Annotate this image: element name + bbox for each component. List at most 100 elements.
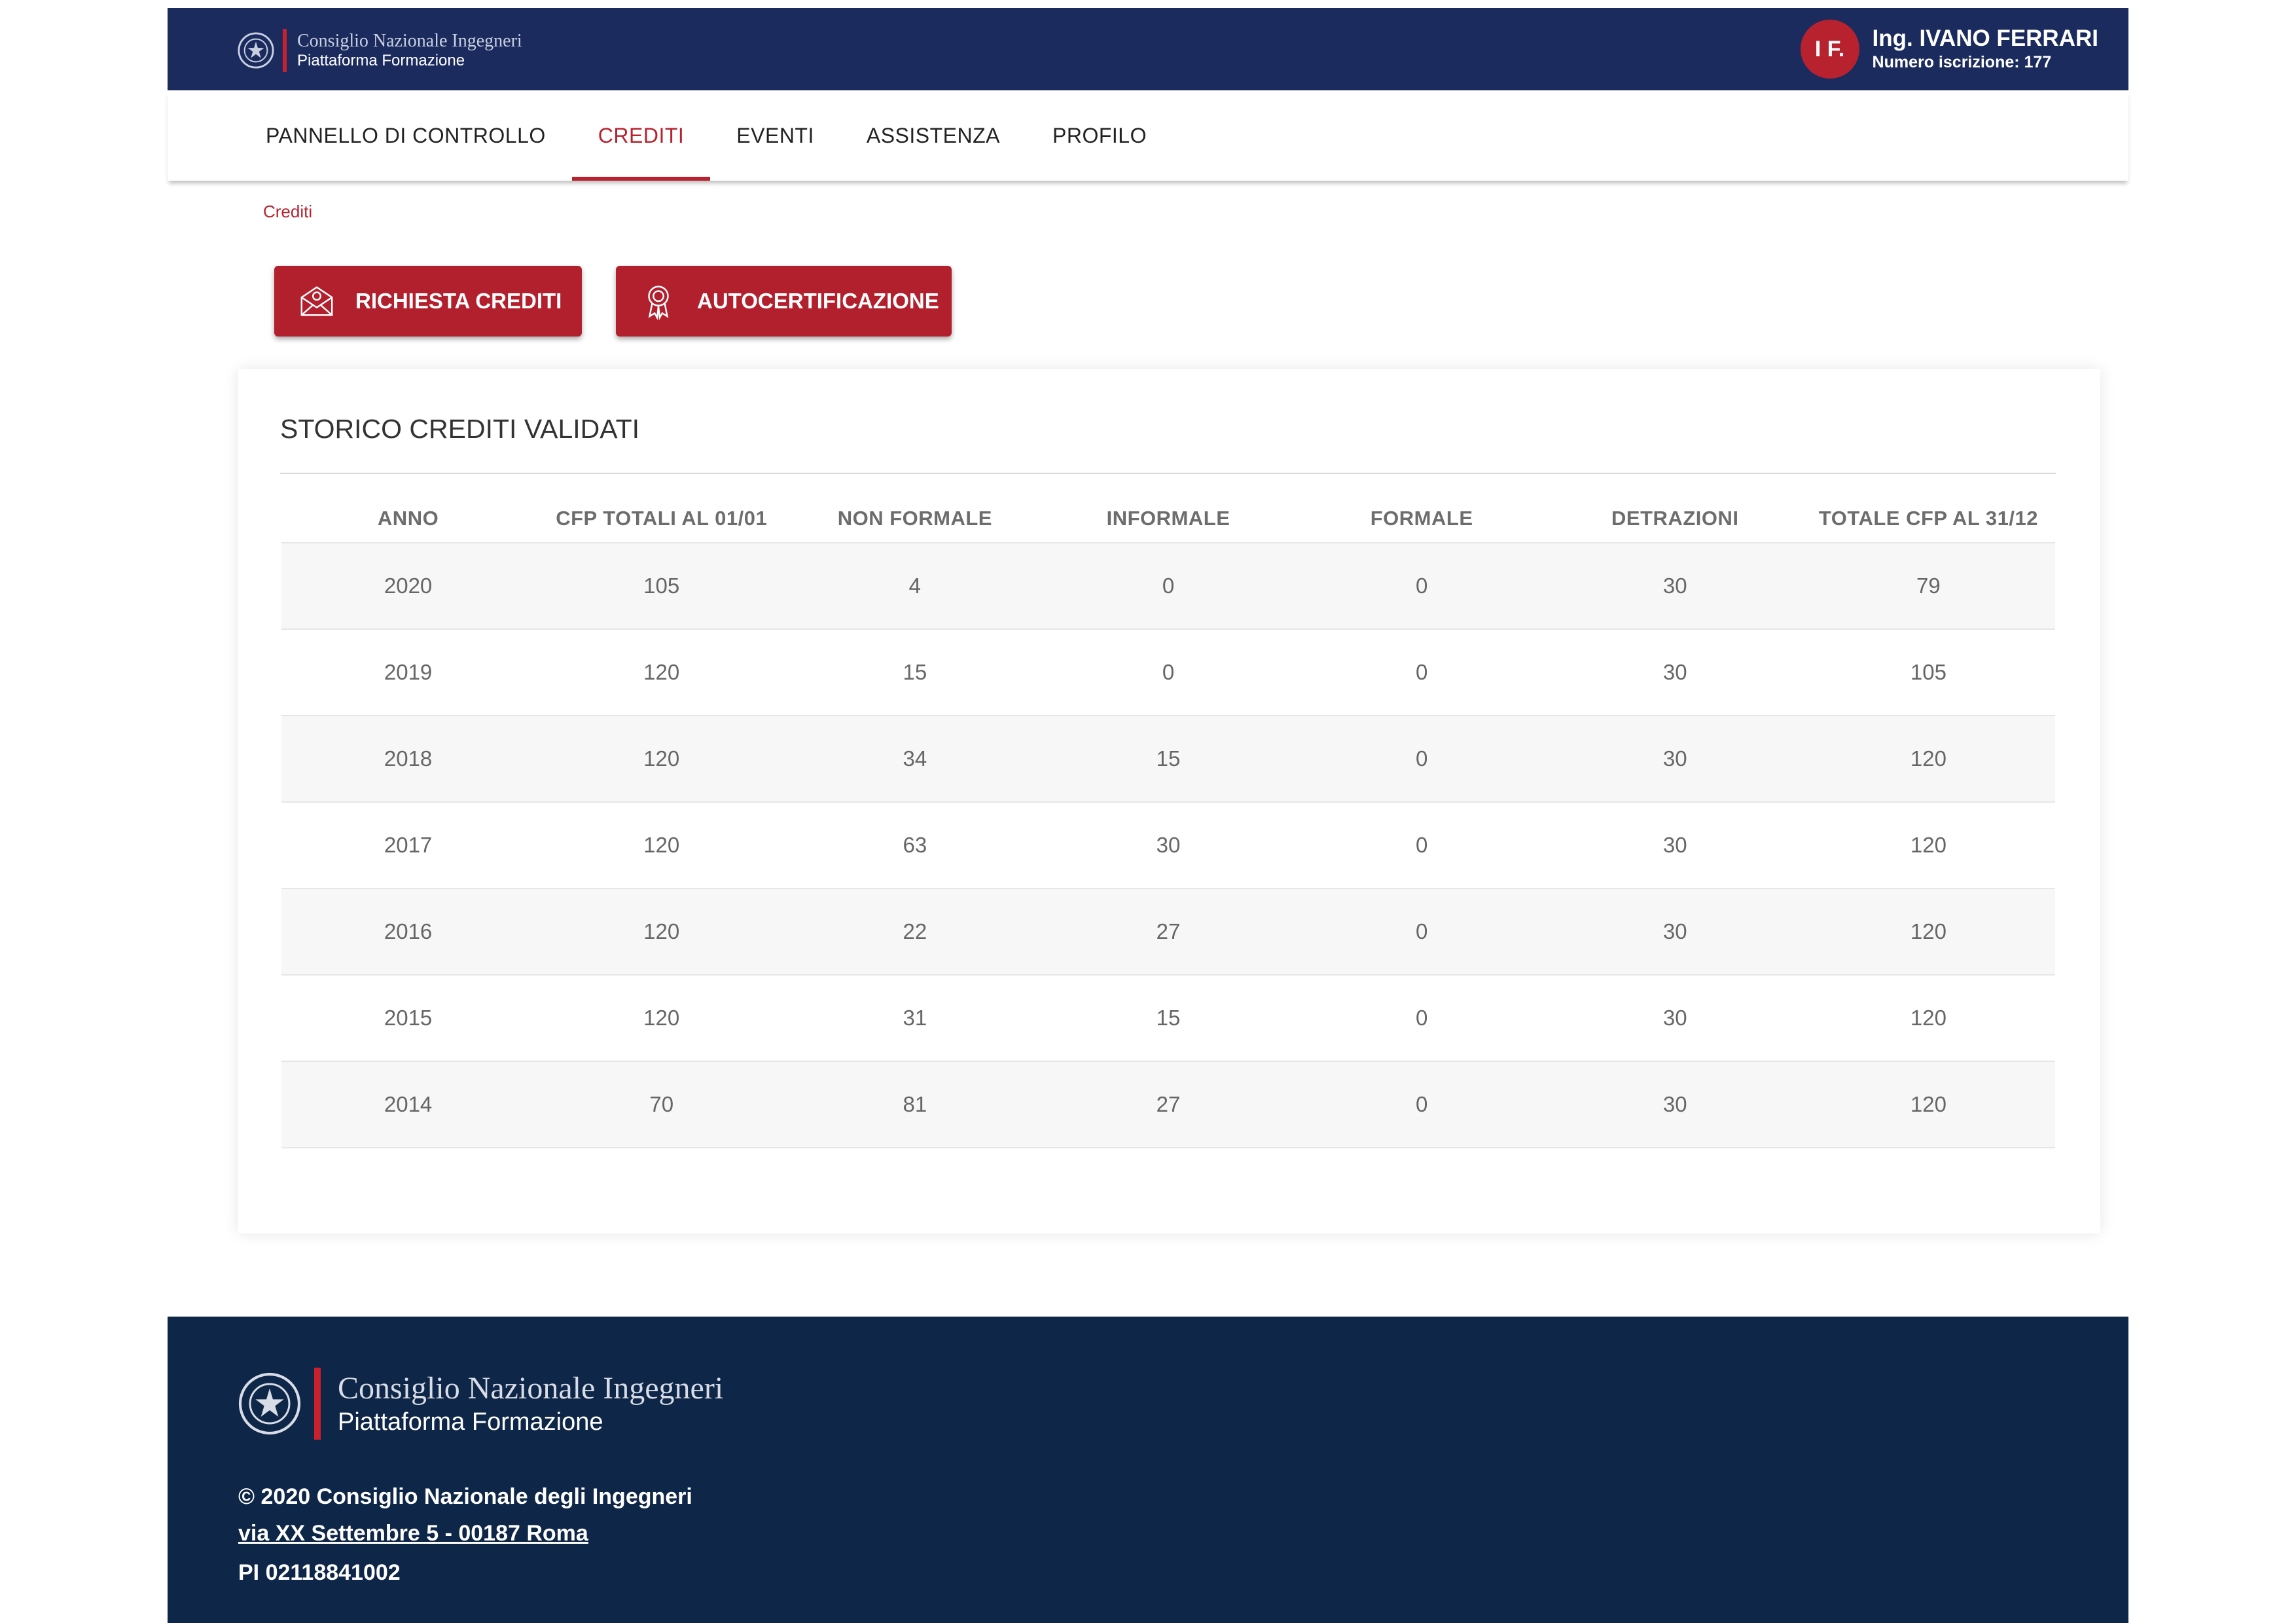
table-cell: 30	[1662, 574, 1687, 598]
table-cell: 2017	[384, 833, 433, 857]
table-cell: 120	[643, 919, 680, 943]
page: Consiglio Nazionale Ingegneri Piattaform…	[168, 8, 2128, 1623]
table-row: 2020 105 4 0 0 30 79	[281, 543, 2055, 630]
column-header: CFP TOTALI AL 01/01	[556, 507, 768, 530]
table-cell: 31	[903, 1006, 927, 1030]
table-cell: 30	[1662, 833, 1687, 857]
table-cell: 120	[643, 746, 680, 771]
table-cell: 2018	[384, 746, 433, 771]
avatar[interactable]: I F.	[1800, 20, 1859, 79]
table-cell: 4	[908, 574, 922, 598]
table-cell: 30	[1662, 1092, 1687, 1116]
table-cell: 2020	[384, 574, 433, 598]
breadcrumb[interactable]: Crediti	[263, 202, 313, 221]
table-row: 2014 70 81 27 0 30 120	[281, 1062, 2055, 1148]
footer: Consiglio Nazionale Ingegneri Piattaform…	[168, 1317, 2128, 1623]
column-header: NON FORMALE	[837, 507, 992, 530]
footer-address-link[interactable]: via XX Settembre 5 - 00187 Roma	[238, 1521, 588, 1546]
table-cell: 0	[1415, 833, 1428, 857]
table-cell: 22	[903, 919, 927, 943]
table-cell: 30	[1156, 833, 1181, 857]
table-cell: 81	[903, 1092, 927, 1116]
column-header: DETRAZIONI	[1611, 507, 1739, 530]
main-nav: PANNELLO DI CONTROLLO CREDITI EVENTI ASS…	[168, 90, 2128, 181]
footer-logo: Consiglio Nazionale Ingegneri Piattaform…	[237, 1368, 723, 1440]
table-cell: 34	[903, 746, 927, 771]
table-cell: 120	[1910, 1006, 1946, 1030]
table-body: 2020 105 4 0 0 30 79 2019 120 15 0 0 30 …	[281, 543, 2055, 1148]
table-cell: 2015	[384, 1006, 433, 1030]
user-name: Ing. IVANO FERRARI	[1872, 26, 2098, 51]
footer-copyright: © 2020 Consiglio Nazionale degli Ingegne…	[238, 1484, 692, 1509]
table-cell: 79	[1916, 574, 1941, 598]
card-divider	[280, 473, 2056, 474]
table-cell: 2019	[384, 660, 433, 684]
header-org-name: Consiglio Nazionale Ingegneri	[297, 31, 522, 51]
header-logo[interactable]: Consiglio Nazionale Ingegneri Piattaform…	[237, 27, 522, 73]
table-cell: 120	[643, 833, 680, 857]
table-cell: 0	[1415, 1006, 1428, 1030]
table-row: 2016 120 22 27 0 30 120	[281, 889, 2055, 976]
table-cell: 0	[1162, 660, 1175, 684]
table-cell: 0	[1415, 746, 1428, 771]
table-cell: 27	[1156, 919, 1181, 943]
envelope-icon	[300, 286, 333, 316]
table-cell: 120	[1910, 746, 1946, 771]
table-cell: 63	[903, 833, 927, 857]
nav-assistenza[interactable]: ASSISTENZA	[866, 123, 1001, 147]
user-menu[interactable]: I F. Ing. IVANO FERRARI Numero iscrizion…	[1800, 20, 2098, 79]
table-cell: 27	[1156, 1092, 1181, 1116]
table-cell: 30	[1662, 919, 1687, 943]
richiesta-crediti-button[interactable]: RICHIESTA CREDITI	[274, 266, 582, 337]
column-header: FORMALE	[1370, 507, 1473, 530]
table-cell: 2016	[384, 919, 433, 943]
table-cell: 0	[1162, 574, 1175, 598]
table-header: ANNO CFP TOTALI AL 01/01 NON FORMALE INF…	[281, 495, 2055, 543]
table-row: 2017 120 63 30 0 30 120	[281, 803, 2055, 889]
credits-table: ANNO CFP TOTALI AL 01/01 NON FORMALE INF…	[281, 495, 2055, 1148]
column-header: ANNO	[377, 507, 439, 530]
table-cell: 0	[1415, 919, 1428, 943]
richiesta-crediti-label: RICHIESTA CREDITI	[355, 289, 562, 313]
table-cell: 2014	[384, 1092, 433, 1116]
table-cell: 105	[1910, 660, 1946, 684]
nav-pannello-di-controllo[interactable]: PANNELLO DI CONTROLLO	[266, 123, 546, 147]
column-header: TOTALE CFP AL 31/12	[1818, 507, 2038, 530]
credits-history-card: STORICO CREDITI VALIDATI ANNO CFP TOTALI…	[238, 369, 2100, 1233]
column-header: INFORMALE	[1106, 507, 1230, 530]
table-cell: 120	[1910, 1092, 1946, 1116]
emblem-icon	[238, 32, 274, 69]
table-cell: 105	[643, 574, 680, 598]
table-cell: 0	[1415, 574, 1428, 598]
card-title: STORICO CREDITI VALIDATI	[280, 414, 640, 444]
table-cell: 120	[643, 660, 680, 684]
table-cell: 120	[1910, 919, 1946, 943]
footer-platform: Piattaforma Formazione	[338, 1408, 603, 1436]
autocertificazione-label: AUTOCERTIFICAZIONE	[697, 289, 939, 313]
footer-org-name: Consiglio Nazionale Ingegneri	[338, 1371, 724, 1406]
table-cell: 120	[1910, 833, 1946, 857]
table-row: 2019 120 15 0 0 30 105	[281, 630, 2055, 716]
user-registration: Numero iscrizione: 177	[1872, 53, 2052, 71]
emblem-icon	[238, 1372, 301, 1435]
top-header: Consiglio Nazionale Ingegneri Piattaform…	[168, 8, 2128, 90]
table-cell: 15	[1156, 1006, 1181, 1030]
nav-crediti[interactable]: CREDITI	[571, 90, 711, 181]
logo-red-bar	[314, 1368, 321, 1440]
logo-red-bar	[283, 29, 287, 72]
table-cell: 30	[1662, 1006, 1687, 1030]
table-cell: 30	[1662, 746, 1687, 771]
table-row: 2015 120 31 15 0 30 120	[281, 976, 2055, 1062]
table-cell: 30	[1662, 660, 1687, 684]
award-badge-icon	[648, 285, 669, 320]
autocertificazione-button[interactable]: AUTOCERTIFICAZIONE	[616, 266, 952, 337]
nav-profilo[interactable]: PROFILO	[1052, 123, 1147, 147]
nav-eventi[interactable]: EVENTI	[736, 123, 814, 147]
table-cell: 0	[1415, 1092, 1428, 1116]
table-row: 2018 120 34 15 0 30 120	[281, 716, 2055, 803]
header-platform: Piattaforma Formazione	[297, 52, 465, 69]
table-cell: 15	[903, 660, 927, 684]
footer-vat: PI 02118841002	[238, 1560, 401, 1585]
table-cell: 70	[649, 1092, 674, 1116]
table-cell: 120	[643, 1006, 680, 1030]
